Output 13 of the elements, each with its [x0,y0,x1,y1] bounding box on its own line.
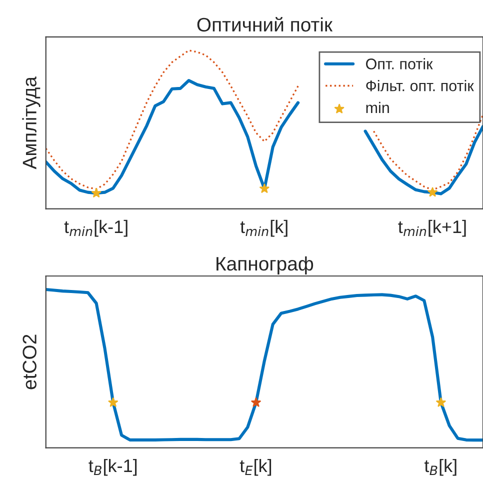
legend-label: min [366,102,389,113]
legend-label: Опт. потік [366,58,433,70]
x-tick-label: t$_{min}$[k-1] [64,220,128,237]
x-tick-label: t$_{min}$[k+1] [398,220,466,237]
x-tick-label: t$_{B}$[k] [424,458,456,476]
x-tick-label: t$_{E}$[k] [240,458,272,476]
chart-title: Оптичний потік [197,16,333,32]
legend-label: Фільт. опт. потік [366,80,474,92]
x-tick-label: t$_{B}$[k-1] [88,458,137,476]
y-axis-title: etCO2 [22,334,36,390]
chart-title: Капнограф [216,256,314,274]
y-axis-title: Амплітуда [22,76,40,170]
x-tick-label: t$_{min}$[k] [240,220,288,237]
